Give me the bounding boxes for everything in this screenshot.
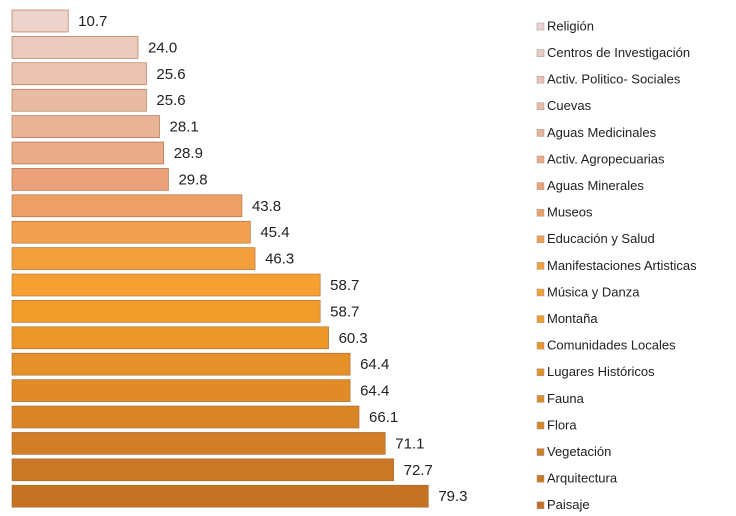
bar [11,62,147,86]
legend-label: Activ. Politico- Sociales [547,72,681,87]
bar [11,115,160,138]
legend-label: Museos [547,205,593,220]
legend-label: Centros de Investigación [547,45,690,60]
legend-swatch [536,368,545,377]
legend-swatch [536,288,545,297]
legend-swatch [536,315,545,323]
bar [11,194,243,218]
value-label: 28.1 [170,119,199,136]
value-label: 46.3 [265,251,294,268]
legend-label: Vegetación [547,444,611,459]
value-label: 79.3 [438,488,467,505]
bar [11,379,351,402]
legend-swatch [536,155,545,164]
legend-swatch [536,235,545,244]
bar [11,88,147,112]
value-label: 43.8 [252,198,281,215]
value-label: 66.1 [369,409,398,426]
legend-swatch [536,395,545,403]
legend-label: Fauna [547,391,585,406]
value-label: 45.4 [260,224,289,241]
value-label: 24.0 [148,39,177,56]
legend-swatch [536,129,545,137]
bar [11,273,321,297]
bar [11,484,429,508]
bar [11,36,139,59]
value-label: 64.4 [360,383,389,400]
value-label: 64.4 [360,356,389,373]
legend-swatch [536,341,545,350]
bar [11,247,256,270]
legend-swatch [536,262,545,270]
bar [11,220,251,244]
legend-label: Manifestaciones Artisticas [547,258,697,273]
bar [11,141,165,165]
legend-swatch [536,182,545,190]
legend-swatch [536,501,545,510]
legend-swatch [536,448,545,456]
legend-swatch [536,49,545,57]
legend-label: Arquitectura [547,471,618,486]
bar [11,405,360,429]
legend-swatch [536,22,545,31]
legend-label: Flora [547,417,577,432]
legend-label: Paisaje [547,497,590,512]
bar [11,432,386,455]
legend-label: Cuevas [547,98,592,113]
legend-label: Música y Danza [547,284,640,299]
legend-swatch [536,474,545,483]
value-label: 25.6 [156,66,185,83]
bar [11,9,69,33]
legend-label: Aguas Minerales [547,178,644,193]
legend-label: Aguas Medicinales [547,125,657,140]
legend-swatch [536,102,545,111]
bar [11,168,169,191]
bar [11,458,394,482]
legend-swatch [536,421,545,430]
bar [11,300,321,323]
legend-label: Religión [547,18,594,33]
value-label: 25.6 [156,92,185,109]
legend-swatch [536,208,545,217]
legend-label: Montaña [547,311,598,326]
legend-label: Activ. Agropecuarias [547,151,665,166]
legend-label: Lugares Históricos [547,364,655,379]
value-label: 58.7 [330,277,359,294]
value-label: 28.9 [174,145,203,162]
legend-label: Comunidades Locales [547,338,676,353]
value-label: 60.3 [339,330,368,347]
value-label: 10.7 [78,13,107,30]
value-label: 58.7 [330,303,359,320]
bar [11,326,329,350]
value-label: 71.1 [395,435,424,452]
legend-swatch [536,75,545,84]
value-label: 72.7 [404,462,433,479]
value-label: 29.8 [178,171,207,188]
legend-label: Educación y Salud [547,231,655,246]
bar [11,352,351,376]
